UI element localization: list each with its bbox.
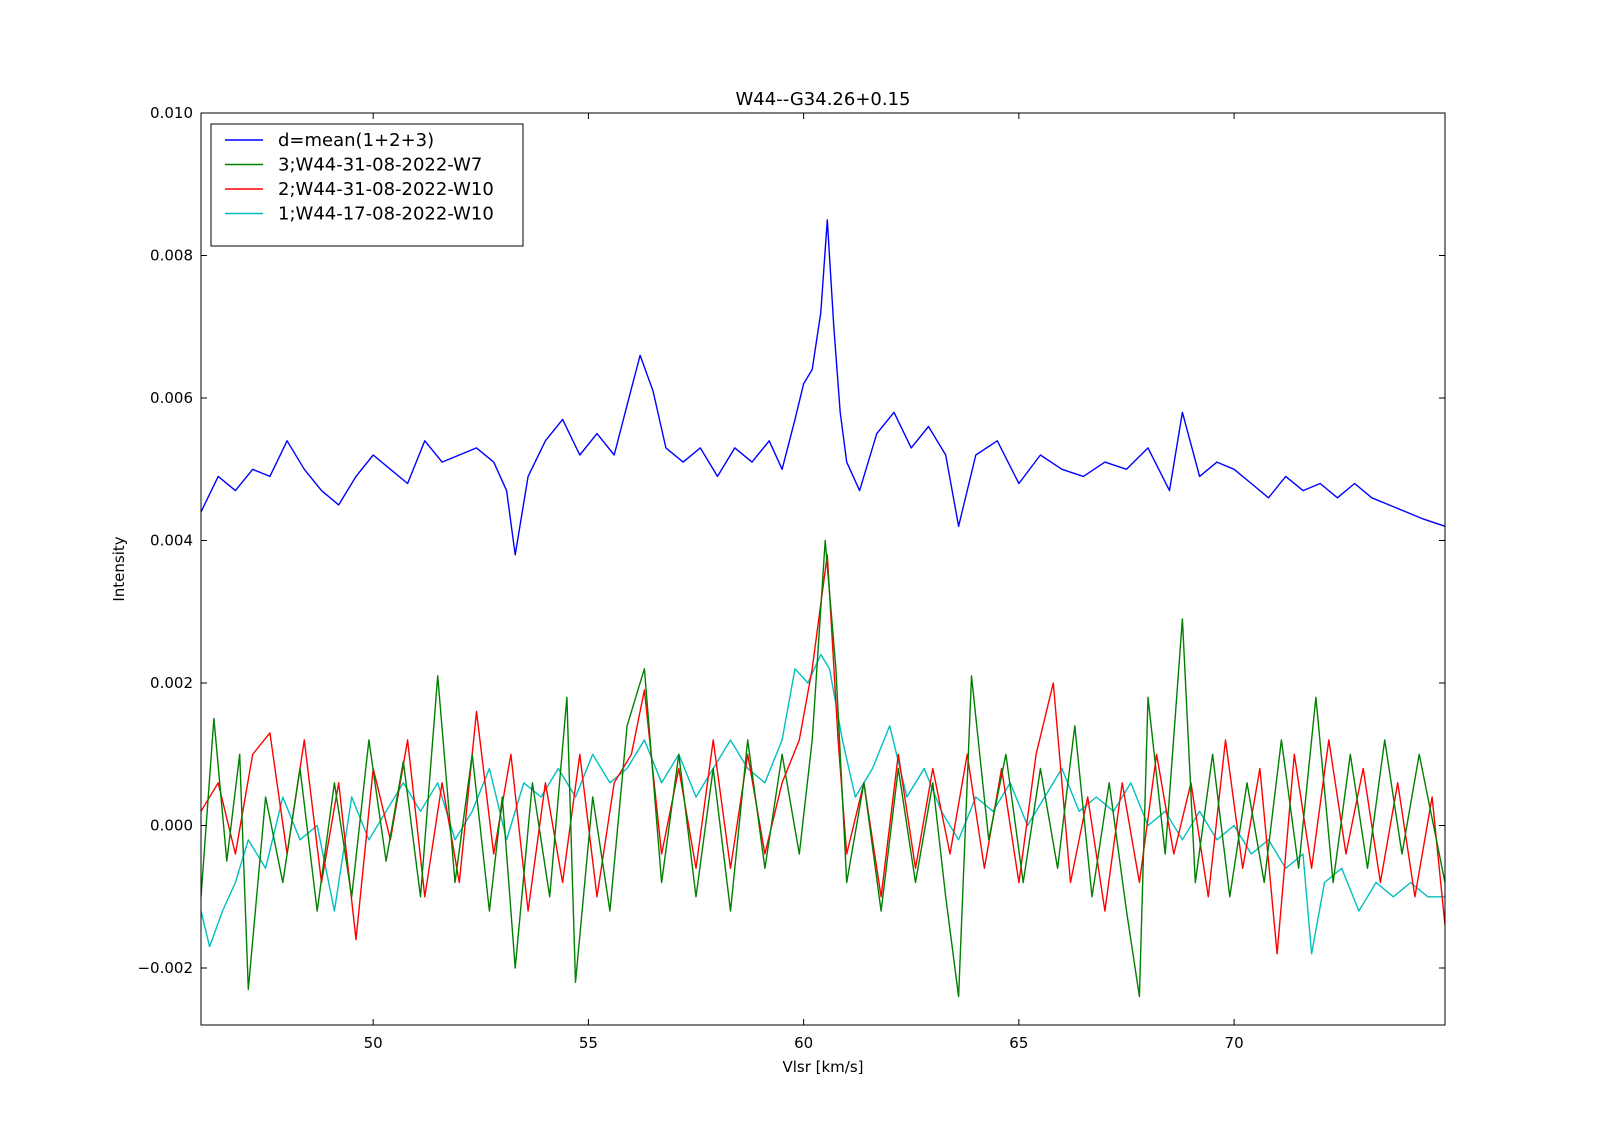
y-tick-label: 0.002 xyxy=(150,674,193,692)
series-line-2 xyxy=(201,539,1445,998)
x-tick-label: 50 xyxy=(364,1034,383,1052)
series-line-3 xyxy=(201,554,1445,955)
x-tick-label: 70 xyxy=(1225,1034,1244,1052)
y-tick-label: −0.002 xyxy=(137,959,193,977)
x-tick-label: 65 xyxy=(1009,1034,1028,1052)
y-axis-ticks: −0.002 0.000 0.002 0.004 0.006 0.008 0.010 xyxy=(137,104,1445,977)
y-tick-label: 0.000 xyxy=(150,817,193,835)
x-tick-label: 55 xyxy=(579,1034,598,1052)
y-tick-label: 0.006 xyxy=(150,389,193,407)
chart-title: W44--G34.26+0.15 xyxy=(736,89,911,110)
legend: d=mean(1+2+3) 3;W44-31-08-2022-W7 2;W44-31… xyxy=(210,123,524,247)
series-line-1 xyxy=(201,219,1445,556)
legend-label: 3;W44-31-08-2022-W7 xyxy=(278,155,482,176)
x-axis-ticks: 50 55 60 65 70 xyxy=(364,113,1244,1052)
y-axis-label: Intensity xyxy=(110,536,128,601)
legend-box xyxy=(210,123,524,247)
legend-label: 2;W44-31-08-2022-W10 xyxy=(278,179,494,200)
plot-frame xyxy=(200,112,1446,1026)
plot-area xyxy=(200,112,1446,1026)
legend-label: 1;W44-17-08-2022-W10 xyxy=(278,204,494,225)
y-tick-label: 0.004 xyxy=(150,532,193,550)
y-tick-label: 0.008 xyxy=(150,247,193,265)
x-tick-label: 60 xyxy=(794,1034,813,1052)
x-axis-label: Vlsr [km/s] xyxy=(782,1058,863,1076)
series-lines xyxy=(201,219,1445,998)
legend-label: d=mean(1+2+3) xyxy=(278,130,434,151)
y-tick-label: 0.010 xyxy=(150,104,193,122)
